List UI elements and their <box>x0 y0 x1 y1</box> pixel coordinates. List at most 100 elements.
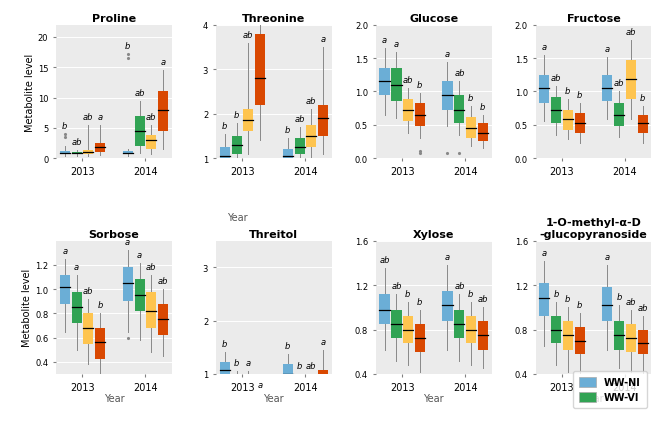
Bar <box>615 321 624 350</box>
Bar <box>95 328 105 359</box>
Text: ab: ab <box>625 28 636 37</box>
Bar <box>563 321 572 350</box>
Bar <box>318 105 328 137</box>
Bar <box>243 379 253 394</box>
Text: ab: ab <box>146 262 156 271</box>
Text: b: b <box>468 94 474 103</box>
Bar <box>83 150 93 154</box>
Bar <box>626 324 636 352</box>
Text: b: b <box>285 341 290 350</box>
Bar <box>574 328 585 354</box>
Text: b: b <box>405 289 411 298</box>
Bar <box>122 152 133 154</box>
Text: ab: ab <box>478 295 488 304</box>
Text: b: b <box>565 295 570 304</box>
Text: ab: ab <box>638 304 648 313</box>
Text: ab: ab <box>403 76 413 85</box>
Bar <box>551 316 561 343</box>
Text: ab: ab <box>158 276 168 286</box>
Text: ab: ab <box>243 31 253 40</box>
Text: ab: ab <box>294 115 305 124</box>
Bar <box>392 69 401 102</box>
Text: a: a <box>382 36 387 45</box>
Text: b: b <box>565 87 570 96</box>
Bar <box>135 117 145 147</box>
Y-axis label: Metabolite level: Metabolite level <box>22 269 32 347</box>
Bar <box>122 268 133 301</box>
Title: 1-O-methyl-α-D
-glucopyranoside: 1-O-methyl-α-D -glucopyranoside <box>540 218 647 239</box>
Bar <box>540 76 549 104</box>
Bar <box>220 147 230 166</box>
Text: a: a <box>74 262 79 271</box>
Title: Threitol: Threitol <box>249 229 298 239</box>
Text: b: b <box>417 81 422 89</box>
Text: ab: ab <box>379 256 390 265</box>
Bar <box>60 152 70 154</box>
Bar <box>638 116 647 133</box>
Bar <box>478 124 488 142</box>
Text: ab: ab <box>551 74 561 83</box>
Text: b: b <box>577 91 582 100</box>
Bar <box>135 280 145 311</box>
Text: a: a <box>137 250 142 259</box>
Text: ab: ab <box>146 113 156 122</box>
Bar <box>306 382 316 394</box>
Text: b: b <box>97 301 103 310</box>
Bar <box>574 114 585 133</box>
Bar <box>615 104 624 127</box>
Bar <box>295 139 305 154</box>
Bar <box>602 76 613 102</box>
Text: a: a <box>542 43 547 52</box>
Text: ab: ab <box>454 69 465 78</box>
Bar <box>83 313 93 344</box>
X-axis label: Year: Year <box>263 393 284 403</box>
Text: b: b <box>222 339 227 348</box>
Title: Threonine: Threonine <box>242 14 305 24</box>
Text: ab: ab <box>305 97 316 106</box>
Title: Glucose: Glucose <box>409 14 458 24</box>
Text: b: b <box>480 103 486 111</box>
Text: a: a <box>125 238 130 247</box>
Bar <box>551 98 561 124</box>
Bar <box>255 35 265 105</box>
Bar <box>415 104 425 127</box>
Bar <box>146 136 156 150</box>
Text: b: b <box>234 359 240 368</box>
Bar <box>455 95 465 124</box>
Bar <box>380 69 390 95</box>
Bar <box>220 362 230 377</box>
Bar <box>602 288 613 321</box>
Text: a: a <box>97 113 103 122</box>
Text: b: b <box>640 94 645 103</box>
Text: ab: ab <box>83 113 93 122</box>
Bar <box>626 60 636 100</box>
Title: Xylose: Xylose <box>413 229 454 239</box>
Text: b: b <box>468 289 474 298</box>
Text: b: b <box>577 300 582 309</box>
Y-axis label: Metabolite level: Metabolite level <box>25 53 35 131</box>
Bar <box>232 381 241 396</box>
Text: a: a <box>320 35 326 44</box>
Bar <box>466 316 476 343</box>
Bar <box>455 310 465 339</box>
Bar <box>478 321 488 350</box>
Bar <box>295 382 305 396</box>
Text: b: b <box>222 121 227 130</box>
Bar <box>466 117 476 139</box>
Text: a: a <box>445 252 450 261</box>
Bar <box>318 370 328 395</box>
Title: Proline: Proline <box>92 14 136 24</box>
Bar <box>158 92 168 132</box>
Text: ab: ab <box>392 281 402 290</box>
Text: b: b <box>417 297 422 306</box>
Bar <box>255 399 265 412</box>
Bar <box>403 316 413 343</box>
Bar <box>72 153 82 155</box>
Bar <box>158 304 168 335</box>
Legend: WW-NI, WW-VI: WW-NI, WW-VI <box>573 371 647 408</box>
Text: ab: ab <box>134 89 145 97</box>
X-axis label: Year: Year <box>583 393 604 403</box>
Text: a: a <box>320 337 326 346</box>
Bar <box>232 137 241 154</box>
Text: ab: ab <box>625 297 636 306</box>
